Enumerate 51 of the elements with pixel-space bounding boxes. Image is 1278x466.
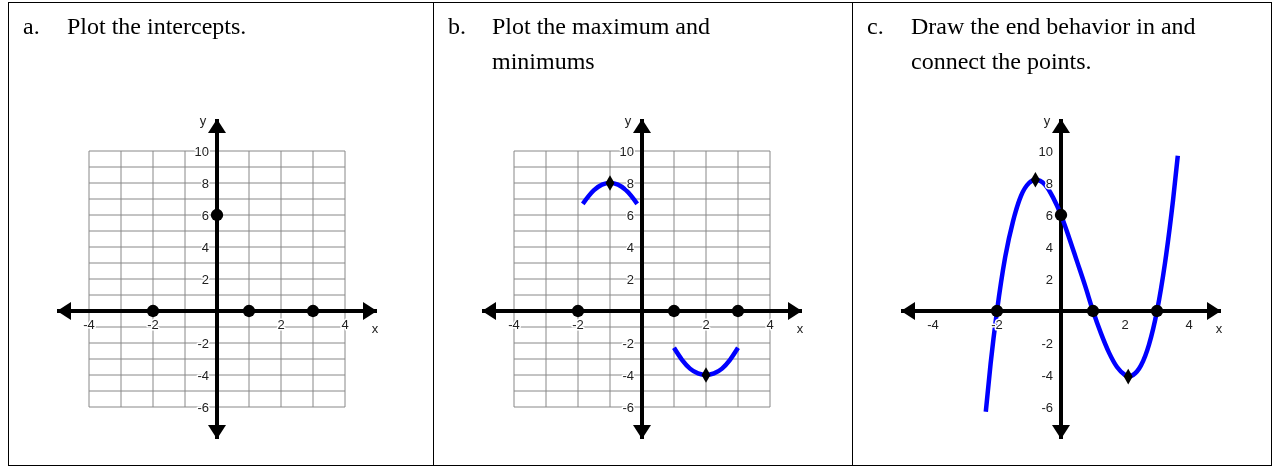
y-axis-title: y bbox=[199, 113, 207, 128]
x-tick-label: 2 bbox=[702, 317, 710, 332]
y-tick-label: 4 bbox=[1045, 239, 1053, 255]
x-tick-label: 4 bbox=[341, 317, 349, 332]
y-tick-label: -4 bbox=[197, 367, 209, 383]
y-tick-label: -6 bbox=[197, 399, 209, 415]
y-tick-label: -2 bbox=[1041, 335, 1053, 351]
y-tick-label: 2 bbox=[201, 271, 209, 287]
point bbox=[571, 304, 585, 318]
point bbox=[731, 304, 745, 318]
point bbox=[1054, 208, 1068, 222]
x-axis-title: x bbox=[796, 321, 804, 336]
y-tick-label: 6 bbox=[1045, 207, 1053, 223]
x-tick-label: 4 bbox=[766, 317, 774, 332]
y-tick-label: -4 bbox=[622, 367, 634, 383]
y-tick-label: -6 bbox=[622, 399, 634, 415]
point bbox=[667, 304, 681, 318]
x-tick-label: 2 bbox=[1121, 317, 1129, 332]
point bbox=[990, 304, 1004, 318]
chart-title: b. Plot the maximum and minimums bbox=[448, 12, 710, 74]
x-tick-label: -2 bbox=[147, 317, 159, 332]
point bbox=[1086, 304, 1100, 318]
y-tick-label: 6 bbox=[201, 207, 209, 223]
y-tick-label: 8 bbox=[626, 175, 634, 191]
y-tick-label: 8 bbox=[201, 175, 209, 191]
y-tick-label: -4 bbox=[1041, 367, 1053, 383]
x-tick-label: -4 bbox=[83, 317, 95, 332]
x-tick-label: 2 bbox=[277, 317, 285, 332]
y-tick-label: 2 bbox=[626, 271, 634, 287]
x-tick-label: -4 bbox=[927, 317, 939, 332]
y-tick-label: -6 bbox=[1041, 399, 1053, 415]
y-axis-title: y bbox=[1043, 113, 1051, 128]
y-tick-label: -2 bbox=[197, 335, 209, 351]
y-tick-label: 6 bbox=[626, 207, 634, 223]
chart-title: a. Plot the intercepts. bbox=[23, 12, 247, 41]
x-tick-label: -4 bbox=[508, 317, 520, 332]
y-tick-label: 10 bbox=[194, 143, 209, 159]
x-axis-title: x bbox=[1215, 321, 1223, 336]
y-tick-label: 10 bbox=[619, 143, 634, 159]
y-tick-label: 10 bbox=[1038, 143, 1053, 159]
y-tick-label: 2 bbox=[1045, 271, 1053, 287]
chart-title: c. Draw the end behavior in and connect the points. bbox=[867, 12, 1196, 74]
x-tick-label: -2 bbox=[572, 317, 584, 332]
point bbox=[1150, 304, 1164, 318]
y-tick-label: 4 bbox=[201, 239, 209, 255]
y-tick-label: 8 bbox=[1045, 175, 1053, 191]
y-tick-label: -2 bbox=[622, 335, 634, 351]
y-axis-title: y bbox=[624, 113, 632, 128]
x-axis-title: x bbox=[371, 321, 379, 336]
y-tick-label: 4 bbox=[626, 239, 634, 255]
x-tick-label: 4 bbox=[1185, 317, 1193, 332]
